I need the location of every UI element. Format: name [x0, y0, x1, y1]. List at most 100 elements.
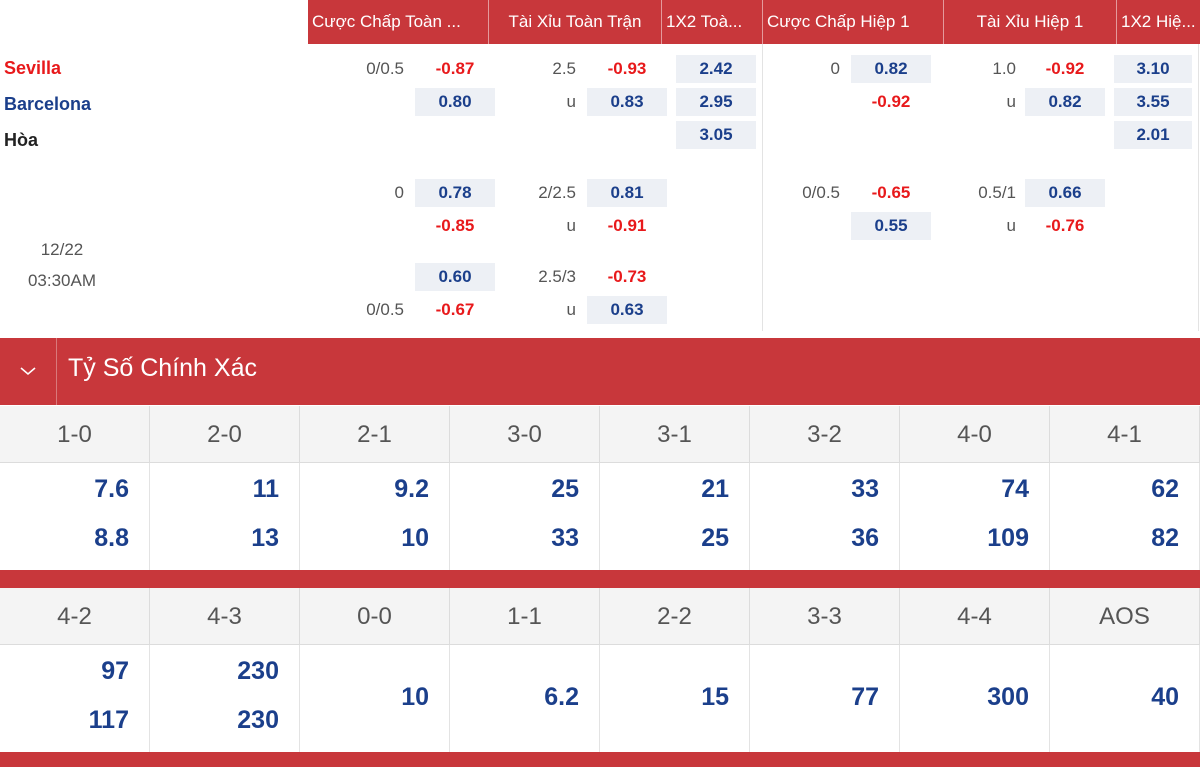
odds-value[interactable]: -0.76: [1045, 216, 1085, 235]
header-handicap-half[interactable]: Cược Chấp Hiệp 1: [763, 0, 943, 44]
odds-value[interactable]: 0.82: [851, 55, 931, 83]
score-odds-value[interactable]: 11: [252, 475, 279, 503]
score-odds-value[interactable]: 8.8: [94, 524, 129, 552]
header-over-under-full[interactable]: Tài Xỉu Toàn Trận: [489, 0, 661, 44]
score-odds-value[interactable]: 6.2: [544, 682, 579, 711]
score-odds-value[interactable]: 82: [1151, 524, 1179, 552]
score-odds-value[interactable]: 33: [551, 524, 579, 552]
score-odds-value[interactable]: 25: [701, 524, 729, 552]
odds-value[interactable]: -0.65: [871, 183, 911, 202]
score-odds-value[interactable]: 36: [851, 524, 879, 552]
score-odds-cell: 11 13: [150, 463, 300, 570]
score-odds-cell: 33 36: [750, 463, 900, 570]
score-label: 4-1: [1050, 406, 1200, 463]
under-label: u: [566, 300, 576, 319]
score-odds-value[interactable]: 97: [101, 657, 129, 685]
under-label: u: [1006, 216, 1016, 235]
odds-value[interactable]: 0.63: [587, 296, 667, 324]
handicap-line: 0/0.5: [802, 183, 840, 202]
score-odds-cell: 300: [900, 645, 1050, 752]
score-odds-value[interactable]: 77: [851, 682, 879, 711]
score-odds-value[interactable]: 109: [987, 524, 1029, 552]
odds-value[interactable]: 0.60: [415, 263, 495, 291]
total-line: 1.0: [992, 59, 1016, 78]
score-odds-value[interactable]: 230: [237, 706, 279, 734]
odds-value[interactable]: 2.42: [676, 55, 756, 83]
score-label: 2-0: [150, 406, 300, 463]
odds-value[interactable]: 0.78: [415, 179, 495, 207]
header-divider: [488, 0, 489, 44]
score-odds-cell: 230 230: [150, 645, 300, 752]
odds-header: Cược Chấp Toàn ... Tài Xỉu Toàn Trận 1X2…: [0, 0, 1200, 44]
column-divider: [1198, 44, 1199, 331]
score-odds-value[interactable]: 9.2: [394, 475, 429, 503]
score-odds-value[interactable]: 74: [1001, 475, 1029, 503]
odds-value[interactable]: -0.92: [871, 92, 911, 111]
score-odds-cell: 74 109: [900, 463, 1050, 570]
column-divider: [762, 44, 763, 331]
score-odds-value[interactable]: 7.6: [94, 475, 129, 503]
odds-value[interactable]: 2.95: [676, 88, 756, 116]
header-1x2-full[interactable]: 1X2 Toà...: [662, 0, 762, 44]
odds-value[interactable]: 3.05: [676, 121, 756, 149]
handicap-line: 0: [830, 59, 840, 78]
score-odds-cell: 15: [600, 645, 750, 752]
score-label: 4-4: [900, 588, 1050, 645]
odds-value[interactable]: 0.55: [851, 212, 931, 240]
score-odds-value[interactable]: 230: [237, 657, 279, 685]
score-odds-value[interactable]: 62: [1151, 475, 1179, 503]
collapse-toggle[interactable]: [0, 338, 57, 405]
chevron-down-icon: [20, 367, 36, 376]
odds-value[interactable]: 0.66: [1025, 179, 1105, 207]
odds-value[interactable]: 0.83: [587, 88, 667, 116]
odds-value[interactable]: 3.10: [1114, 55, 1192, 83]
header-handicap-full[interactable]: Cược Chấp Toàn ...: [308, 0, 488, 44]
exact-score-section-header[interactable]: Tỷ Số Chính Xác: [0, 338, 1200, 405]
handicap-line: 0/0.5: [366, 300, 404, 319]
team-home: Sevilla: [4, 58, 62, 78]
odds-value[interactable]: -0.93: [607, 59, 647, 78]
under-label: u: [566, 216, 576, 235]
odds-value[interactable]: 0.81: [587, 179, 667, 207]
section-title: Tỷ Số Chính Xác: [68, 354, 257, 382]
odds-value[interactable]: -0.92: [1045, 59, 1085, 78]
odds-value[interactable]: -0.73: [607, 267, 647, 286]
score-label: 3-2: [750, 406, 900, 463]
header-1x2-half[interactable]: 1X2 Hiệ...: [1117, 0, 1200, 44]
total-line: 2.5/3: [538, 267, 576, 286]
team-away: Barcelona: [4, 94, 92, 114]
odds-value[interactable]: 0.82: [1025, 88, 1105, 116]
score-label: 4-2: [0, 588, 150, 645]
odds-value[interactable]: -0.67: [435, 300, 475, 319]
header-divider: [1116, 0, 1117, 44]
score-odds-value[interactable]: 10: [401, 524, 429, 552]
score-odds-value[interactable]: 13: [251, 524, 279, 552]
odds-value[interactable]: -0.91: [607, 216, 647, 235]
score-odds-cell: 97 117: [0, 645, 150, 752]
score-label: 0-0: [300, 588, 450, 645]
score-label: 4-3: [150, 588, 300, 645]
odds-value[interactable]: -0.87: [435, 59, 475, 78]
score-odds-value[interactable]: 33: [851, 475, 879, 503]
bottom-band: [0, 752, 1200, 767]
odds-value[interactable]: -0.85: [435, 216, 475, 235]
score-odds-value[interactable]: 117: [88, 706, 129, 734]
score-odds-value[interactable]: 15: [701, 682, 729, 711]
score-label: 1-0: [0, 406, 150, 463]
score-odds-value[interactable]: 25: [551, 475, 579, 503]
total-line: 2.5: [552, 59, 576, 78]
score-label: 3-1: [600, 406, 750, 463]
header-over-under-half[interactable]: Tài Xỉu Hiệp 1: [944, 0, 1116, 44]
score-label: 2-1: [300, 406, 450, 463]
header-divider: [661, 0, 662, 44]
score-odds-value[interactable]: 10: [401, 682, 429, 711]
header-divider: [943, 0, 944, 44]
odds-value[interactable]: 3.55: [1114, 88, 1192, 116]
odds-value[interactable]: 0.80: [415, 88, 495, 116]
score-odds-cell: 10: [300, 645, 450, 752]
score-odds-value[interactable]: 21: [701, 475, 729, 503]
score-odds-value[interactable]: 40: [1151, 682, 1179, 711]
odds-value[interactable]: 2.01: [1114, 121, 1192, 149]
score-label: 3-0: [450, 406, 600, 463]
score-odds-value[interactable]: 300: [987, 682, 1029, 711]
